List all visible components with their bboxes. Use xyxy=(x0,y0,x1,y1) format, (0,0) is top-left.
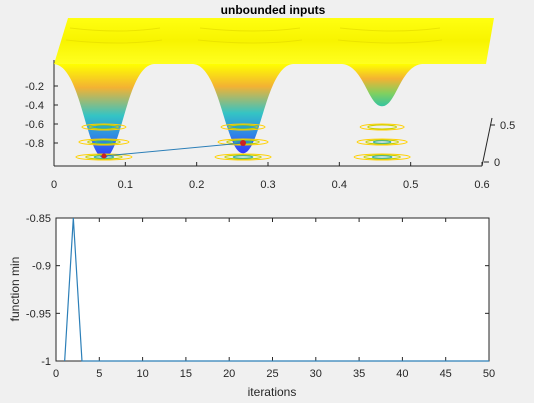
surface-chart: unbounded inputs 0 0.1 0.2 0.3 0.4 0.5 0.6 -0.… xyxy=(25,3,515,191)
surface-x-tick-label: 0.2 xyxy=(189,179,204,191)
contour-ellipse xyxy=(224,154,262,160)
surface-chart-title: unbounded inputs xyxy=(221,3,326,17)
surface-x-tick-label: 0.1 xyxy=(118,179,133,191)
line-x-tick-label: 45 xyxy=(440,368,452,380)
line-x-tick-label: 0 xyxy=(53,368,59,380)
line-x-tick-label: 40 xyxy=(396,368,408,380)
optimizer-end-marker xyxy=(240,140,247,146)
surface-x-tick-label: 0 xyxy=(51,179,57,191)
contour-ellipse xyxy=(220,123,266,131)
line-chart-ylabel: function min xyxy=(8,257,22,322)
line-y-tick-label: -0.9 xyxy=(32,261,51,273)
line-y-tick-label: -0.85 xyxy=(26,213,51,225)
contour-ellipse xyxy=(359,123,405,131)
contour-ellipse xyxy=(353,153,411,161)
contour-ellipse xyxy=(232,155,254,159)
contour-ellipse xyxy=(363,154,401,160)
contour-ellipse xyxy=(89,124,119,130)
line-x-tick-label: 5 xyxy=(96,368,102,380)
optimizer-start-marker xyxy=(101,153,107,159)
contour-ellipse xyxy=(371,155,393,159)
surface-x-tick-label: 0.5 xyxy=(403,179,418,191)
surface-x-tick-label: 0.4 xyxy=(332,179,347,191)
contour-ellipse xyxy=(94,140,114,144)
contour-ellipse xyxy=(372,140,392,144)
line-series xyxy=(64,217,489,362)
surface-x-tick-label: 0.6 xyxy=(474,179,489,191)
line-chart: 0 5 10 15 20 25 30 35 40 45 50 -0.85 -0.9 -0.95 -1 it… xyxy=(8,213,495,399)
line-x-tick-label: 15 xyxy=(180,368,192,380)
surface-z-tick-label: -0.6 xyxy=(25,119,44,131)
y-axis-line xyxy=(481,117,493,167)
surface-well xyxy=(193,64,294,154)
contour-ellipse xyxy=(365,139,399,145)
contour-ellipse xyxy=(234,125,252,129)
line-chart-xlabel: iterations xyxy=(248,385,297,399)
surface-z-tick-label: -0.4 xyxy=(25,100,44,112)
surface-y-tick-label: 0.5 xyxy=(500,120,515,132)
surface-wells xyxy=(53,64,423,158)
optimizer-path xyxy=(101,140,247,159)
series-line xyxy=(64,217,489,362)
line-x-tick-label: 10 xyxy=(136,368,148,380)
surface-plane xyxy=(54,18,494,64)
contour-ellipse xyxy=(367,124,397,130)
contour-ellipse xyxy=(81,123,127,131)
surface-well xyxy=(53,64,154,158)
surface-well xyxy=(342,64,423,107)
optimizer-path-line xyxy=(103,142,244,157)
surface-y-ticks: 00.5 xyxy=(484,120,515,169)
line-x-tick-label: 25 xyxy=(266,368,278,380)
contour-ellipse xyxy=(214,153,272,161)
line-x-tick-label: 35 xyxy=(353,368,365,380)
floor-contours xyxy=(75,123,411,161)
line-x-tick-label: 30 xyxy=(310,368,322,380)
line-x-tick-label: 20 xyxy=(223,368,235,380)
surface-x-ticks: 0 0.1 0.2 0.3 0.4 0.5 0.6 xyxy=(51,162,490,191)
surface-z-ticks: -0.2 -0.4 -0.6 -0.8 xyxy=(25,81,58,150)
contour-ellipse xyxy=(228,124,258,130)
contour-ellipse xyxy=(87,139,121,145)
line-x-ticks: 0 5 10 15 20 25 30 35 40 45 50 xyxy=(53,218,495,380)
surface-z-tick-label: -0.2 xyxy=(25,81,44,93)
line-y-ticks: -0.85 -0.9 -0.95 -1 xyxy=(26,213,489,368)
surface-y-tick-label: 0 xyxy=(494,157,500,169)
contour-ellipse xyxy=(356,138,408,146)
surface-x-tick-label: 0.3 xyxy=(260,179,275,191)
line-chart-plot-area xyxy=(55,217,490,362)
contour-ellipse xyxy=(78,138,130,146)
plane-streaks xyxy=(65,27,443,44)
line-y-tick-label: -0.95 xyxy=(26,308,51,320)
line-y-tick-label: -1 xyxy=(41,356,51,368)
surface-z-tick-label: -0.8 xyxy=(25,138,44,150)
contour-ellipse xyxy=(95,125,113,129)
line-x-tick-label: 50 xyxy=(483,368,495,380)
